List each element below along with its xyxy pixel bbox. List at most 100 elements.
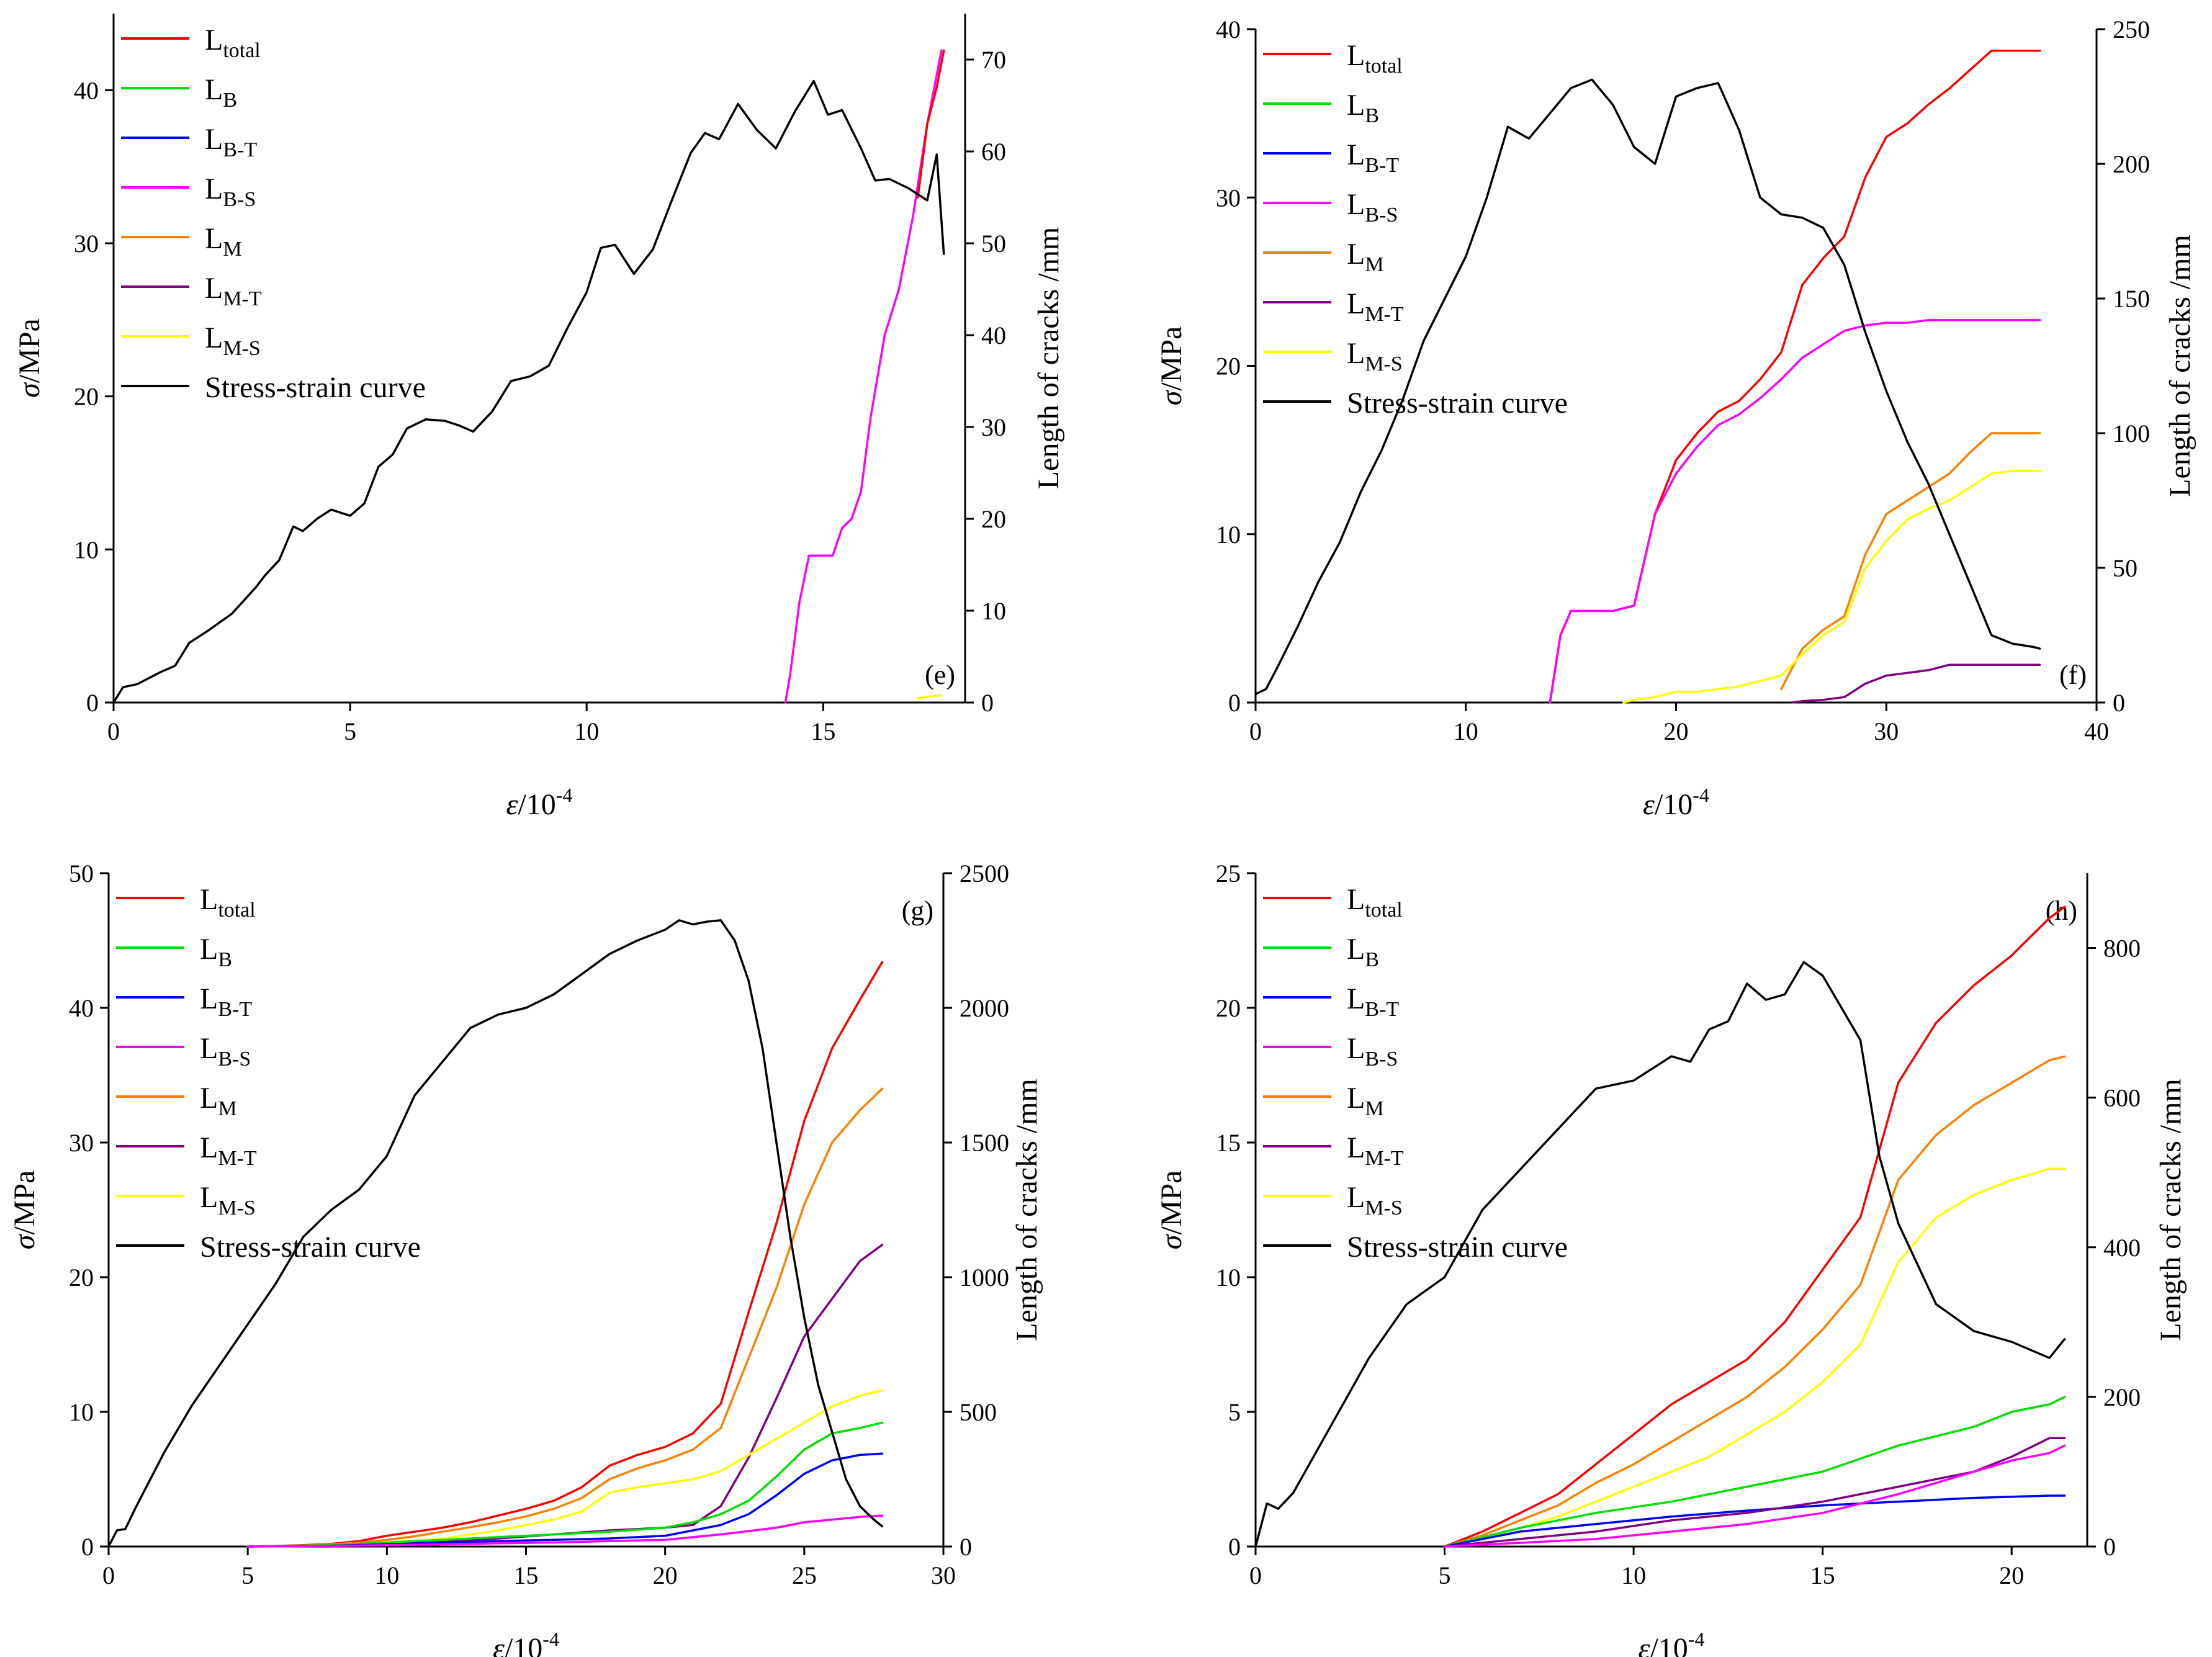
panel-tag: (g): [902, 896, 933, 926]
x-tick-label: 0: [102, 1561, 115, 1589]
x-tick-label: 10: [1454, 717, 1478, 745]
y2-tick-label: 50: [2113, 554, 2138, 582]
series-line-L_M-T: [1443, 1437, 2066, 1548]
series-line-L_M-T: [330, 1244, 884, 1548]
y-tick-label: 5: [1228, 1398, 1241, 1426]
series-line-L_B-S: [1443, 1444, 2066, 1548]
legend-label: LM-T: [205, 272, 262, 310]
y-axis-title: σ/MPa: [8, 1170, 41, 1250]
x-tick-label: 30: [931, 1561, 956, 1589]
y-axis-title: σ/MPa: [1155, 326, 1188, 406]
legend-label: Stress-strain curve: [200, 1231, 421, 1264]
y-axis-title: σ/MPa: [13, 318, 46, 398]
legend-label: LM: [1347, 238, 1384, 276]
y2-tick-label: 70: [981, 46, 1006, 74]
y2-tick-label: 0: [2103, 1533, 2116, 1561]
x-tick-label: 10: [574, 717, 599, 745]
y-tick-label: 15: [1216, 1129, 1241, 1157]
y2-tick-label: 600: [2103, 1084, 2141, 1112]
y2-tick-label: 2500: [960, 860, 1009, 887]
y2-tick-label: 0: [960, 1533, 972, 1561]
series-line-L_M-S: [246, 1389, 884, 1548]
series-line-L_M: [1780, 432, 2041, 691]
stress-strain-line: [1254, 78, 2041, 696]
x-tick-label: 0: [107, 717, 120, 745]
legend-label: LM-S: [1347, 1181, 1403, 1219]
legend-label: LM-S: [205, 321, 261, 360]
series-line-L_total: [246, 961, 884, 1548]
chart-panel-1: 0 10 20 30 40010203040050100150200250ε/10-4σ…: [1155, 16, 2196, 821]
x-tick-label: 15: [1810, 1561, 1835, 1589]
legend-label: LB-S: [200, 1032, 251, 1071]
x-tick-label: 0: [1249, 717, 1262, 745]
series-line-L_M-T: [1791, 663, 2041, 704]
y-tick-label: 30: [69, 1129, 94, 1157]
y2-tick-label: 40: [981, 321, 1006, 349]
legend-label: LM: [1347, 1082, 1384, 1120]
chart-panel-3: 0 5 10 15 2005101520250200400600800ε/10-4σ/M…: [1155, 860, 2187, 1657]
y2-tick-label: 200: [2113, 150, 2150, 178]
y2-tick-label: 150: [2113, 285, 2150, 313]
x-tick-label: 20: [1999, 1561, 2024, 1589]
y-tick-label: 10: [69, 1398, 94, 1426]
legend-label: LB: [200, 933, 232, 971]
x-axis-title: ε/10-4: [493, 1628, 559, 1657]
x-tick-label: 5: [344, 717, 356, 745]
legend-label: Stress-strain curve: [205, 371, 426, 404]
legend-label: LM-S: [200, 1181, 256, 1219]
legend-label: Stress-strain curve: [1347, 387, 1568, 420]
y2-tick-label: 2000: [960, 994, 1009, 1022]
y-tick-label: 20: [1216, 353, 1241, 380]
legend-label: LB-S: [1347, 1032, 1398, 1071]
legend-label: LB-T: [200, 982, 252, 1021]
y-tick-label: 25: [1216, 860, 1241, 887]
y-tick-label: 40: [74, 76, 99, 104]
y2-axis-title: Length of cracks /mm: [2164, 235, 2196, 497]
y2-tick-label: 0: [2113, 689, 2125, 717]
x-axis-title: ε/10-4: [506, 784, 573, 821]
legend-label: Stress-strain curve: [1347, 1231, 1568, 1264]
series-line-L_B: [246, 1421, 884, 1548]
y2-tick-label: 50: [981, 230, 1006, 258]
y2-axis-title: Length of cracks /mm: [2154, 1079, 2187, 1341]
legend-label: Ltotal: [205, 24, 261, 62]
x-tick-label: 5: [1439, 1561, 1451, 1589]
legend-label: LM-T: [200, 1131, 257, 1170]
y2-tick-label: 1000: [960, 1264, 1009, 1291]
legend-label: Ltotal: [1347, 39, 1403, 78]
y2-tick-label: 400: [2103, 1234, 2141, 1262]
series-line-L_total: [1549, 49, 2041, 704]
legend-label: Ltotal: [200, 883, 256, 922]
y2-axis-title: Length of cracks /mm: [1032, 227, 1065, 490]
y2-tick-label: 800: [2103, 935, 2141, 963]
series-line-L_B-S: [246, 1514, 884, 1548]
x-tick-label: 40: [2084, 717, 2109, 745]
y2-tick-label: 30: [981, 413, 1006, 441]
panel-tag: (e): [925, 660, 955, 690]
y-tick-label: 40: [69, 994, 94, 1022]
legend-label: LB-T: [1347, 138, 1399, 177]
legend-label: LB: [1347, 89, 1379, 127]
y-axis-title: σ/MPa: [1155, 1170, 1188, 1250]
y-tick-label: 20: [74, 383, 99, 411]
series-line-L_M-S: [917, 694, 943, 699]
legend-label: LM-S: [1347, 337, 1403, 375]
panel-tag: (f): [2059, 660, 2087, 690]
x-tick-label: 10: [1621, 1561, 1646, 1589]
legend-label: Ltotal: [1347, 883, 1403, 922]
x-tick-label: 15: [514, 1561, 539, 1589]
y2-tick-label: 500: [960, 1398, 997, 1426]
stress-strain-line: [107, 919, 884, 1548]
x-tick-label: 0: [1249, 1561, 1262, 1589]
legend-label: LB-T: [1347, 982, 1399, 1021]
chart-panel-2: 0 5 10 15 20 25 300102030405005001000150020002…: [8, 860, 1043, 1657]
chart-panel-0: 0 5 10 15 0 10 20 30 40 0 10 20 30 40 50 60 70 ε/10-4 σ/MP…: [13, 14, 1065, 821]
legend-label: LB-S: [205, 173, 256, 211]
x-tick-label: 20: [1664, 717, 1689, 745]
y2-tick-label: 20: [981, 505, 1006, 533]
series-line-L_B: [1443, 1396, 2066, 1548]
legend-label: LB: [1347, 933, 1379, 971]
legend-label: LB-T: [205, 123, 257, 161]
y2-tick-label: 10: [981, 597, 1006, 625]
